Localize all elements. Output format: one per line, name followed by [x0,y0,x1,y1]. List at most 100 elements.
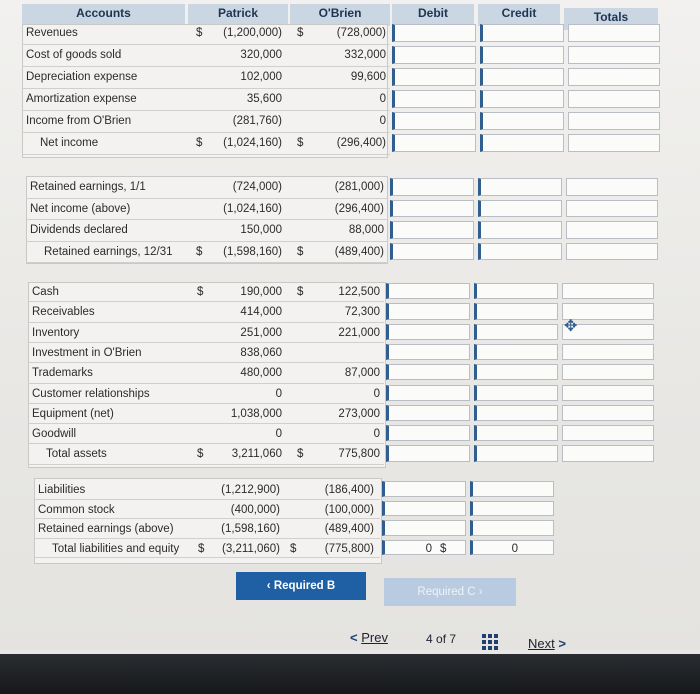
debit-input[interactable] [390,221,474,239]
debit-input[interactable] [390,242,474,260]
debit-total: 0 [425,542,432,555]
credit-input[interactable] [470,500,554,516]
patrick-value: 838,060 [240,346,282,359]
debit-input[interactable] [392,90,476,108]
credit-input[interactable] [474,425,558,442]
obrien-value: (281,000) [334,181,384,193]
totals-input[interactable] [566,221,658,239]
debit-input[interactable] [386,445,470,462]
patrick-value: 414,000 [240,306,282,319]
row-label: Net income (above) [30,202,131,215]
obrien-value: (296,400) [334,202,384,215]
credit-input[interactable] [474,283,558,300]
credit-input[interactable] [480,112,564,130]
credit-input[interactable] [478,242,562,260]
grid-icon[interactable] [482,634,498,650]
debit-input[interactable] [390,178,474,196]
debit-input[interactable] [382,520,466,536]
totals-input[interactable] [562,323,654,340]
credit-input[interactable] [474,364,558,381]
totals-input[interactable] [562,384,654,401]
dollar-sign: $ [297,286,304,298]
totals-input[interactable] [568,46,660,64]
debit-input[interactable] [392,24,476,42]
obrien-value: (489,400) [334,245,384,258]
credit-input[interactable] [474,303,558,320]
debit-input[interactable] [382,500,466,516]
credit-input[interactable] [474,404,558,422]
row-label: Amortization expense [26,93,137,105]
row-label: Receivables [32,306,95,319]
row-divider [28,301,384,303]
totals-input[interactable] [562,445,654,462]
debit-input[interactable] [390,199,474,217]
totals-input[interactable] [566,178,658,196]
credit-input[interactable] [480,90,564,108]
obrien-value: 0 [379,93,386,105]
obrien-value: (100,000) [324,503,374,516]
totals-input[interactable] [568,24,660,42]
debit-input[interactable] [382,481,466,497]
totals-input[interactable] [562,283,654,300]
credit-input[interactable] [478,221,562,239]
row-label: Inventory [32,326,80,339]
totals-input[interactable] [562,303,654,320]
debit-input[interactable] [386,364,470,381]
debit-input[interactable] [386,404,470,422]
totals-input[interactable] [568,134,660,152]
debit-input[interactable] [386,425,470,442]
row-label: Liabilities [38,484,86,496]
debit-input[interactable] [392,46,476,64]
dollar-sign: $ [196,137,203,149]
patrick-value: 251,000 [240,326,282,339]
dollar-sign: $ [198,542,205,555]
credit-input[interactable] [470,481,554,497]
totals-input[interactable] [566,242,658,260]
prev-button[interactable]: < Prev [350,630,388,645]
debit-input[interactable] [392,134,476,152]
debit-input[interactable] [386,343,470,361]
patrick-value: 150,000 [240,224,282,236]
row-label: Dividends declared [30,224,128,236]
chevron-right-icon: › [478,586,483,598]
credit-input[interactable] [480,68,564,86]
credit-input[interactable] [478,178,562,196]
patrick-value: 190,000 [240,286,282,298]
patrick-value: (3,211,060) [222,542,280,555]
credit-input[interactable] [474,343,558,361]
next-button[interactable]: Next > [528,636,566,651]
debit-input[interactable] [382,539,466,555]
debit-input[interactable] [386,384,470,401]
credit-input[interactable] [474,445,558,462]
credit-input[interactable] [474,323,558,340]
credit-input[interactable] [480,46,564,64]
required-c-button[interactable]: Required C › [384,578,516,606]
credit-input[interactable] [480,134,564,152]
credit-input[interactable] [470,520,554,536]
credit-input[interactable] [470,539,554,555]
row-label: Customer relationships [32,387,150,400]
dollar-sign: $ [196,245,203,258]
totals-input[interactable] [562,404,654,422]
row-label: Cost of goods sold [26,49,122,61]
required-b-button[interactable]: ‹ Required B [236,572,366,600]
totals-input[interactable] [562,343,654,361]
obrien-value: (489,400) [324,523,374,535]
debit-input[interactable] [392,68,476,86]
totals-input[interactable] [568,112,660,130]
debit-input[interactable] [386,303,470,320]
totals-input[interactable] [562,425,654,442]
credit-input[interactable] [480,24,564,42]
debit-input[interactable] [386,283,470,300]
totals-input[interactable] [562,364,654,381]
dollar-sign: $ [297,137,304,149]
totals-input[interactable] [568,68,660,86]
row-divider [22,66,390,67]
debit-input[interactable] [392,112,476,130]
debit-input[interactable] [386,323,470,340]
obrien-value: (186,400) [324,484,374,496]
credit-input[interactable] [474,384,558,401]
credit-input[interactable] [478,199,562,217]
totals-input[interactable] [568,90,660,108]
totals-input[interactable] [566,199,658,217]
